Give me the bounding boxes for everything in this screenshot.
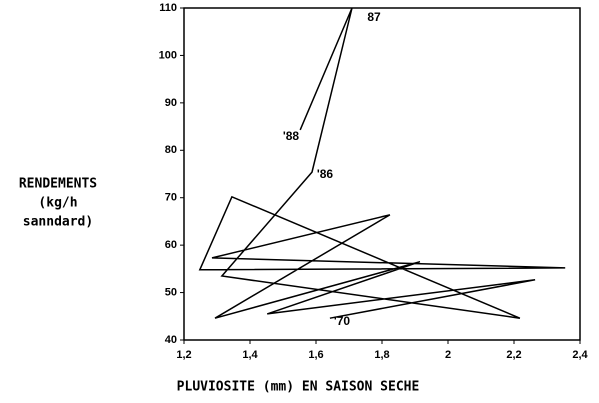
x-tick-label: 1,6 — [308, 349, 323, 361]
data-line — [198, 7, 566, 319]
x-tick-label: 2 — [445, 349, 451, 361]
y-axis-label: sanndard) — [23, 215, 93, 230]
x-tick-label: 2,4 — [572, 349, 588, 361]
y-tick-label: 80 — [165, 144, 177, 156]
y-axis-label: RENDEMENTS — [19, 177, 97, 192]
y-axis-label: (kg/h — [38, 196, 77, 211]
annotation: '70 — [334, 314, 351, 328]
y-tick-label: 50 — [165, 286, 177, 298]
annotation: 87 — [367, 10, 381, 24]
y-tick-label: 40 — [165, 334, 177, 346]
x-axis-label: PLUVIOSITE (mm) EN SAISON SECHE — [177, 380, 420, 395]
x-tick-label: 2,2 — [506, 349, 521, 361]
annotation: '86 — [317, 167, 334, 181]
y-tick-label: 60 — [165, 239, 177, 251]
y-tick-label: 70 — [165, 192, 177, 204]
y-tick-label: 110 — [159, 2, 177, 14]
plot-frame — [183, 7, 581, 341]
annotation: '88 — [283, 129, 300, 143]
y-tick-label: 100 — [159, 49, 177, 61]
x-tick-label: 1,4 — [242, 349, 258, 361]
x-tick-label: 1,8 — [374, 349, 389, 361]
y-tick-label: 90 — [165, 97, 177, 109]
x-tick-label: 1,2 — [176, 349, 191, 361]
